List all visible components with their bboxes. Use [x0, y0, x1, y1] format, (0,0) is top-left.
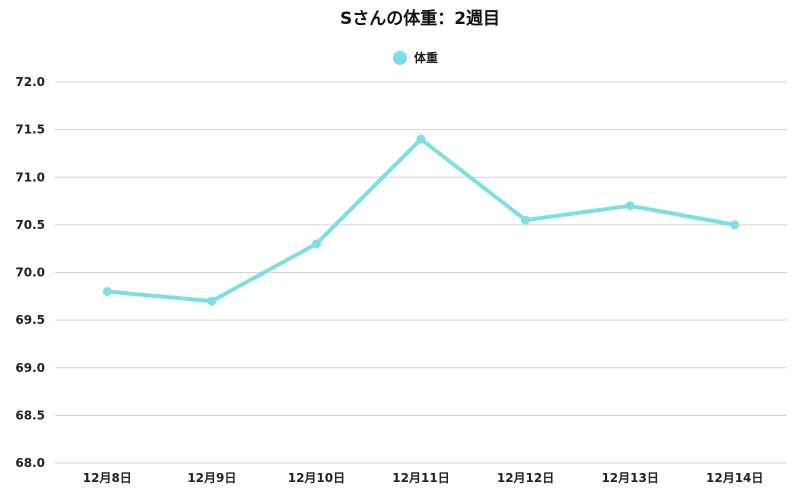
y-tick-label: 68.5	[15, 408, 45, 422]
data-point	[207, 296, 217, 306]
data-point	[311, 239, 321, 249]
x-tick-label: 12月11日	[392, 471, 449, 485]
legend-label: 体重	[414, 50, 438, 65]
series-line	[105, 137, 737, 304]
chart-title: Sさんの体重：2週目	[340, 8, 500, 29]
y-tick-label: 71.5	[15, 123, 45, 137]
data-point	[521, 215, 531, 225]
y-tick-label: 69.0	[15, 361, 45, 375]
y-tick-label: 72.0	[15, 75, 45, 89]
y-tick-label: 68.0	[15, 456, 45, 470]
legend: 体重	[393, 50, 438, 65]
y-tick-label: 70.0	[15, 266, 45, 280]
x-tick-label: 12月9日	[187, 471, 236, 485]
y-axis-ticks: 68.0 68.5 69.0 69.5 70.0 70.5 71.0 71.5 72.0	[15, 75, 45, 470]
legend-marker	[393, 51, 407, 65]
data-point	[102, 287, 112, 297]
data-point	[416, 134, 426, 144]
x-tick-label: 12月10日	[288, 471, 345, 485]
x-tick-label: 12月14日	[706, 471, 763, 485]
y-tick-label: 70.5	[15, 218, 45, 232]
x-tick-label: 12月13日	[601, 471, 658, 485]
y-tick-label: 69.5	[15, 313, 45, 327]
grid-lines	[55, 81, 787, 464]
x-axis-ticks: 12月8日 12月9日 12月10日 12月11日 12月12日 12月13日 12月14日	[83, 471, 764, 485]
data-point	[730, 220, 740, 230]
y-tick-label: 71.0	[15, 170, 45, 184]
x-tick-label: 12月12日	[497, 471, 554, 485]
series-layer	[102, 134, 740, 306]
x-tick-label: 12月8日	[83, 471, 132, 485]
data-point	[625, 201, 635, 211]
